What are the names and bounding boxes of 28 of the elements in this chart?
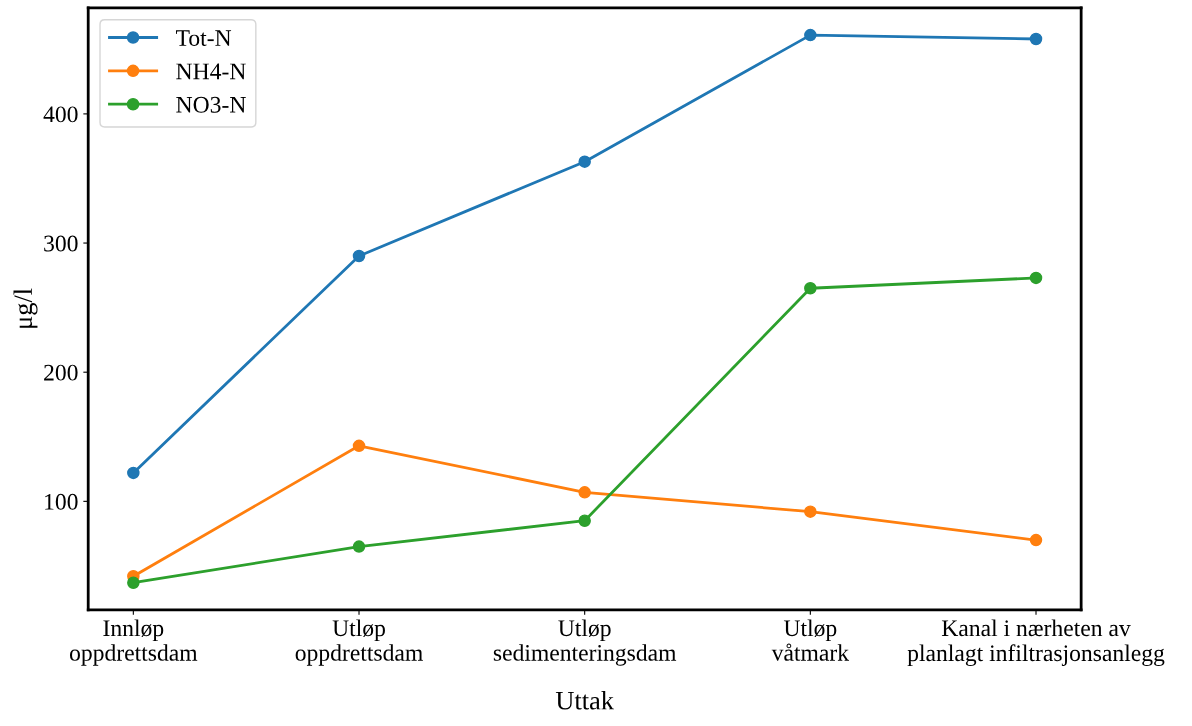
y-axis-title: μg/l <box>13 288 38 328</box>
point <box>804 281 817 295</box>
legend-label: NO3-N <box>176 96 246 113</box>
point <box>1029 32 1043 46</box>
point <box>127 466 140 480</box>
point <box>1029 533 1043 547</box>
point <box>578 514 591 527</box>
point <box>352 540 366 553</box>
point <box>578 486 591 499</box>
point <box>578 155 591 168</box>
y-tick-label: 300 <box>44 235 78 252</box>
point <box>352 439 366 453</box>
legend-label: NH4-N <box>176 63 246 80</box>
point <box>352 249 366 263</box>
point <box>1029 271 1043 285</box>
x-tick-label: Utløp sedimenteringsdam <box>493 619 677 666</box>
x-tick-label: Utløp oppdrettsdam <box>295 619 423 666</box>
point <box>804 28 817 42</box>
y-tick-label: 200 <box>44 364 78 381</box>
y-tick-label: 400 <box>43 106 78 123</box>
point <box>804 505 817 518</box>
x-tick-label: Kanal i nærheten av planlagt infiltrasjonsanlegg <box>907 619 1165 667</box>
point <box>127 576 140 589</box>
x-tick-label: Innløp oppdrettsdam <box>69 619 198 666</box>
legend-label: Tot-N <box>176 30 232 46</box>
x-tick-label: Utløp våtmark <box>771 619 850 661</box>
y-tick-label: 100 <box>45 493 78 510</box>
x-axis-title: Uttak <box>555 691 614 710</box>
